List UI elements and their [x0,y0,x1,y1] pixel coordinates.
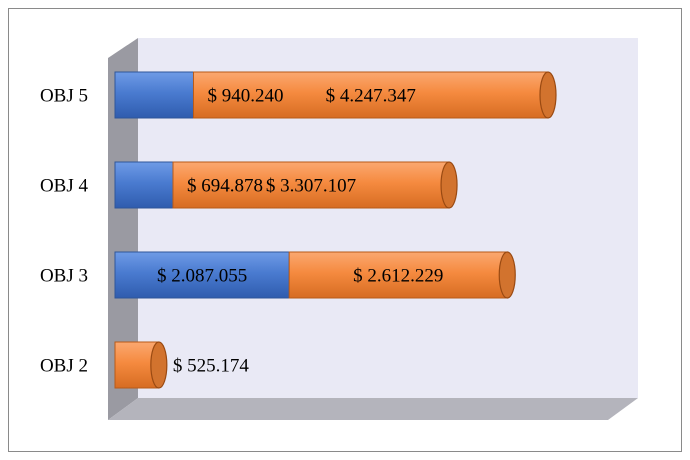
y-tick-label: OBJ 4 [40,175,89,196]
bar [172,161,450,209]
y-tick-label: OBJ 5 [40,85,88,106]
bar [288,251,508,299]
bar-cap [498,251,516,299]
bar [114,251,290,299]
data-label: $ 4.247.347 [326,85,416,106]
y-tick-label: OBJ 2 [40,355,88,376]
floor [108,398,638,420]
data-label: $ 940.240 [207,85,283,106]
data-label: $ 3.307.107 [266,175,356,196]
data-label: $ 694.878 [187,175,263,196]
side-wall [108,38,138,420]
bar-cap [539,71,557,119]
data-label: $ 2.612.229 [353,265,443,286]
y-tick-label: OBJ 3 [40,265,88,286]
bar [114,161,174,209]
bar [114,71,194,119]
bar-cap [440,161,458,209]
data-label: $ 2.087.055 [157,265,247,286]
data-label: $ 525.174 [173,355,250,376]
bar-cap [150,341,168,389]
